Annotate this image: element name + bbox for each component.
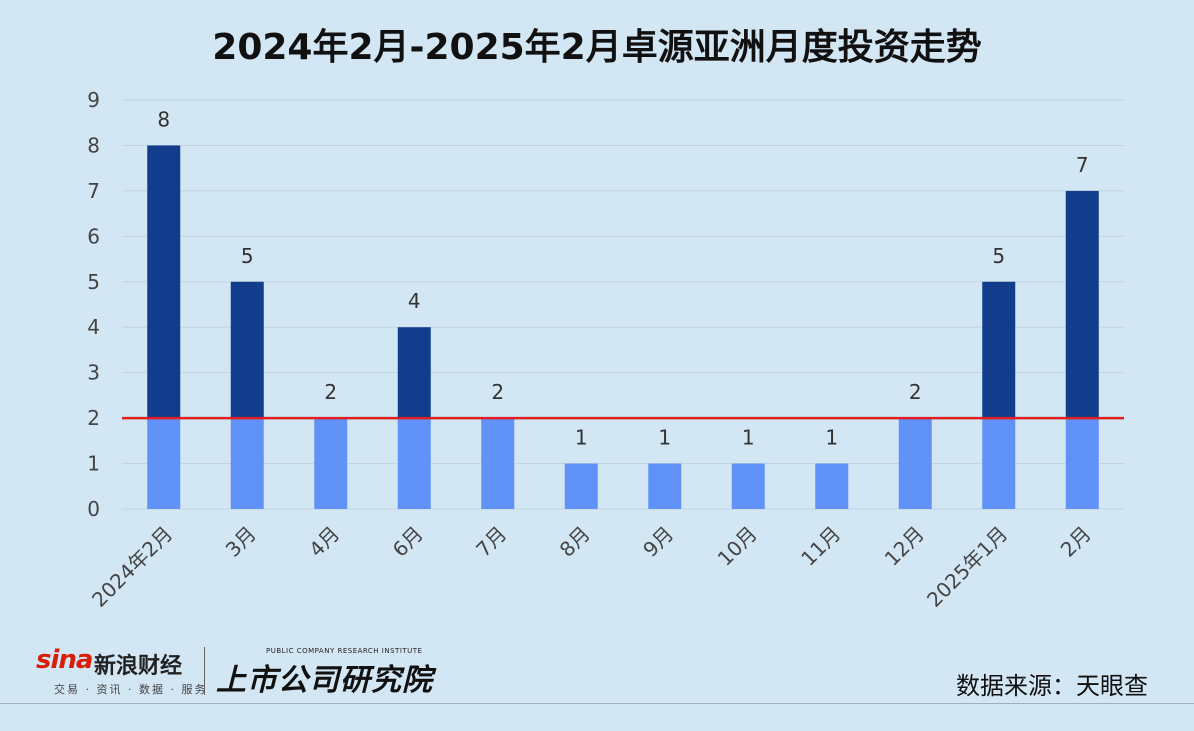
sina-finance-tagline: 交易 · 资讯 · 数据 · 服务 xyxy=(54,683,208,696)
data-label: 1 xyxy=(825,426,838,450)
data-label: 7 xyxy=(1076,153,1089,177)
data-label: 2 xyxy=(324,380,337,404)
data-label: 2 xyxy=(909,380,922,404)
bar-segment-base xyxy=(1065,418,1099,509)
bar-segment-base xyxy=(230,418,264,509)
bar-segment-excess xyxy=(230,281,264,419)
data-label: 2 xyxy=(491,380,504,404)
bar-segment-base xyxy=(481,418,515,509)
y-tick-label: 5 xyxy=(87,270,100,294)
bar-segment-excess xyxy=(147,145,181,419)
data-label: 4 xyxy=(408,289,421,313)
x-tick-label: 12月 xyxy=(880,522,929,571)
bar-chart: 8 5 2 4 2 1 1 1 1 2 5 7 0 1 2 3 4 5 6 7 8 9 2024年2月 3月 4月 6月 7月 8… xyxy=(87,88,1124,612)
x-tick-label: 3月 xyxy=(221,522,261,562)
data-label: 1 xyxy=(742,426,755,450)
x-tick-label: 10月 xyxy=(713,522,762,571)
y-tick-label: 3 xyxy=(87,361,100,385)
bar-segment-base xyxy=(731,463,765,509)
y-tick-label: 1 xyxy=(87,452,100,476)
sina-finance-logo-text: 新浪财经 xyxy=(94,654,183,679)
data-label: 8 xyxy=(157,107,170,131)
bar-segment-base xyxy=(314,418,348,509)
chart-title: 2024年2月-2025年2月卓源亚洲月度投资走势 xyxy=(212,27,982,68)
data-label: 1 xyxy=(658,426,671,450)
bar-segment-base xyxy=(564,463,598,509)
x-tick-label: 4月 xyxy=(304,522,344,562)
bars xyxy=(147,145,1099,509)
logo-area: sina 新浪财经 交易 · 资讯 · 数据 · 服务 PUBLIC COMPA… xyxy=(36,645,446,698)
gridlines xyxy=(122,99,1124,510)
institute-logo-cn: 上市公司研究院 xyxy=(216,663,433,698)
y-tick-label: 2 xyxy=(87,406,100,430)
footer-divider xyxy=(0,703,1194,704)
x-tick-label: 2月 xyxy=(1056,522,1096,562)
x-tick-label: 6月 xyxy=(388,522,428,562)
bar-segment-base xyxy=(982,418,1016,509)
bar-segment-base xyxy=(648,463,682,509)
x-tick-label: 8月 xyxy=(555,522,595,562)
y-tick-label: 0 xyxy=(87,497,100,521)
data-label: 5 xyxy=(241,244,254,268)
x-tick-label: 2024年2月 xyxy=(87,522,177,612)
bar-segment-base xyxy=(815,463,849,509)
y-tick-label: 4 xyxy=(87,315,100,339)
bar-segment-base xyxy=(147,418,181,509)
bar-segment-base xyxy=(397,418,431,509)
bar-segment-excess xyxy=(982,281,1016,419)
x-tick-label: 7月 xyxy=(471,522,511,562)
source-note: 数据来源：天眼查 xyxy=(956,672,1148,700)
y-tick-label: 8 xyxy=(87,133,100,157)
data-label: 1 xyxy=(575,426,588,450)
y-axis-ticks: 0 1 2 3 4 5 6 7 8 9 xyxy=(87,88,100,521)
logo-divider xyxy=(204,647,205,695)
x-tick-label: 9月 xyxy=(638,522,678,562)
bar-segment-base xyxy=(898,418,932,509)
x-tick-label: 11月 xyxy=(796,522,845,571)
data-labels: 8 5 2 4 2 1 1 1 1 2 5 7 xyxy=(157,107,1088,449)
bar-segment-excess xyxy=(1065,190,1099,419)
x-tick-label: 2025年1月 xyxy=(922,522,1012,612)
y-tick-label: 7 xyxy=(87,179,100,203)
y-tick-label: 9 xyxy=(87,88,100,112)
data-label: 5 xyxy=(992,244,1005,268)
y-tick-label: 6 xyxy=(87,224,100,248)
institute-logo-en: PUBLIC COMPANY RESEARCH INSTITUTE xyxy=(266,647,423,655)
bar-segment-excess xyxy=(397,327,431,419)
sina-logo: sina xyxy=(36,645,93,675)
